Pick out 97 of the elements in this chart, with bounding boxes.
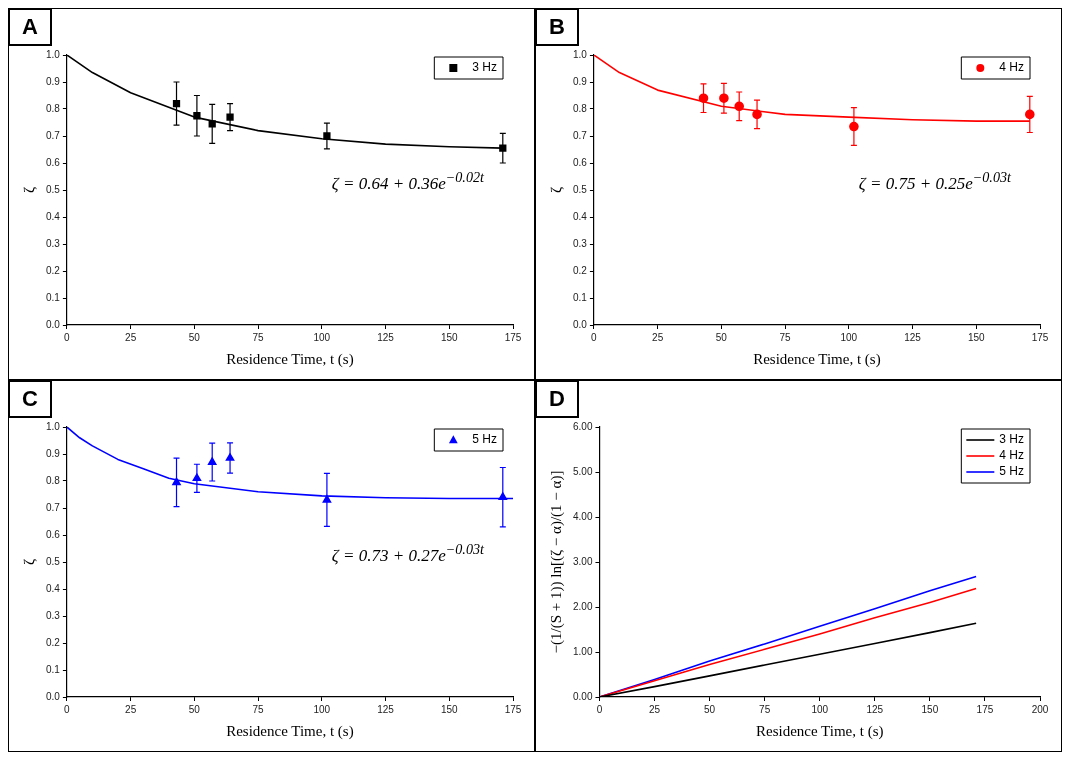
y-tick-label: 6.00 (572, 420, 593, 432)
y-tick-label: 0.1 (573, 291, 588, 303)
y-tick-label: 2.00 (572, 600, 593, 612)
y-tick-label: 5.00 (572, 465, 593, 477)
x-tick-label: 25 (648, 703, 661, 715)
x-tick-label: 50 (188, 331, 201, 343)
point (226, 113, 234, 121)
y-tick-label: 4.00 (572, 510, 593, 522)
legend-label: 5 Hz (999, 464, 1025, 479)
x-tick-label: 125 (377, 703, 395, 715)
x-tick-label: 100 (811, 703, 829, 715)
y-tick-label: 0.8 (46, 102, 61, 114)
x-tick-label: 150 (921, 703, 939, 715)
x-tick-label: 125 (866, 703, 884, 715)
y-tick-label: 0.7 (573, 129, 588, 141)
x-tick-label: 150 (967, 331, 986, 343)
x-tick-label: 50 (188, 703, 201, 715)
y-axis-title: ζ (547, 186, 564, 194)
y-tick-label: 0.4 (46, 582, 61, 594)
y-tick-label: 0.9 (46, 447, 61, 459)
x-tick-label: 175 (504, 703, 522, 715)
y-tick-label: 0.0 (46, 318, 61, 330)
x-tick-label: 25 (125, 331, 137, 343)
y-tick-label: 0.5 (46, 555, 61, 567)
x-tick-label: 0 (64, 331, 71, 343)
y-tick-label: 1.00 (572, 645, 593, 657)
y-tick-label: 0.2 (46, 636, 61, 648)
chart-title: B (535, 8, 579, 46)
y-tick-label: 0.0 (46, 690, 61, 702)
y-tick-label: 0.8 (46, 474, 61, 486)
y-tick-label: 0.2 (573, 264, 588, 276)
x-axis-title: Residence Time, t (s) (226, 350, 354, 368)
point (207, 457, 217, 465)
y-tick-label: 0.9 (573, 75, 588, 87)
x-tick-label: 50 (704, 703, 716, 715)
legend-label: 5 Hz (472, 432, 498, 447)
y-tick-label: 1.0 (46, 420, 61, 432)
chart-title: C (8, 380, 52, 418)
y-tick-label: 0.1 (46, 663, 61, 675)
y-tick-label: 0.3 (46, 237, 61, 249)
y-tick-label: 0.5 (573, 183, 588, 195)
y-tick-label: 0.3 (573, 237, 588, 249)
x-tick-label: 75 (252, 331, 265, 343)
y-tick-label: 0.7 (46, 129, 61, 141)
y-tick-label: 3.00 (572, 555, 593, 567)
x-tick-label: 75 (252, 703, 265, 715)
x-tick-label: 175 (504, 331, 522, 343)
x-axis-title: Residence Time, t (s) (226, 722, 354, 740)
y-tick-label: 1.0 (46, 48, 61, 60)
legend-label: 4 Hz (999, 60, 1025, 75)
x-tick-label: 25 (125, 703, 137, 715)
x-tick-label: 75 (759, 703, 771, 715)
x-tick-label: 125 (377, 331, 395, 343)
y-axis-title: ζ (20, 186, 37, 194)
legend-label: 3 Hz (472, 60, 498, 75)
x-tick-label: 175 (976, 703, 994, 715)
x-tick-label: 100 (840, 331, 858, 343)
legend-label: 3 Hz (999, 432, 1025, 447)
y-tick-label: 0.4 (46, 210, 61, 222)
x-tick-label: 25 (652, 331, 664, 343)
point (323, 132, 331, 140)
x-tick-label: 0 (591, 331, 598, 343)
x-tick-label: 0 (64, 703, 71, 715)
annotation: ζ = 0.64 + 0.36e$^{−0.02t}$ (331, 169, 484, 194)
x-axis-title: Residence Time, t (s) (755, 722, 884, 740)
x-axis-title: Residence Time, t (s) (753, 350, 881, 368)
y-axis-title: −(1/(S + 1)) ln[(ζ − α)/(1 − α)] (547, 470, 565, 654)
legend-label: 4 Hz (999, 448, 1025, 463)
y-tick-label: 0.00 (572, 690, 593, 702)
y-tick-label: 0.1 (46, 291, 61, 303)
y-tick-label: 0.7 (46, 501, 61, 513)
x-tick-label: 50 (715, 331, 728, 343)
y-tick-label: 0.4 (573, 210, 588, 222)
x-tick-label: 125 (904, 331, 922, 343)
y-tick-label: 0.6 (46, 528, 61, 540)
x-tick-label: 0 (596, 703, 603, 715)
x-tick-label: 200 (1031, 703, 1049, 715)
y-axis-title: ζ (20, 558, 37, 566)
x-tick-label: 100 (313, 331, 331, 343)
y-tick-label: 0.3 (46, 609, 61, 621)
chart-title: A (8, 8, 52, 46)
y-tick-label: 0.9 (46, 75, 61, 87)
y-tick-label: 0.6 (573, 156, 588, 168)
x-tick-label: 75 (779, 331, 792, 343)
x-tick-label: 100 (313, 703, 331, 715)
y-tick-label: 0.0 (573, 318, 588, 330)
y-tick-label: 0.6 (46, 156, 61, 168)
y-tick-label: 0.2 (46, 264, 61, 276)
y-tick-label: 0.8 (573, 102, 588, 114)
chart-title: D (535, 380, 579, 418)
y-tick-label: 0.5 (46, 183, 61, 195)
annotation: ζ = 0.75 + 0.25e$^{−0.03t}$ (858, 169, 1011, 194)
x-tick-label: 150 (440, 331, 459, 343)
annotation: ζ = 0.73 + 0.27e$^{−0.03t}$ (331, 541, 484, 566)
x-tick-label: 150 (440, 703, 459, 715)
y-tick-label: 1.0 (573, 48, 588, 60)
x-tick-label: 175 (1031, 331, 1049, 343)
